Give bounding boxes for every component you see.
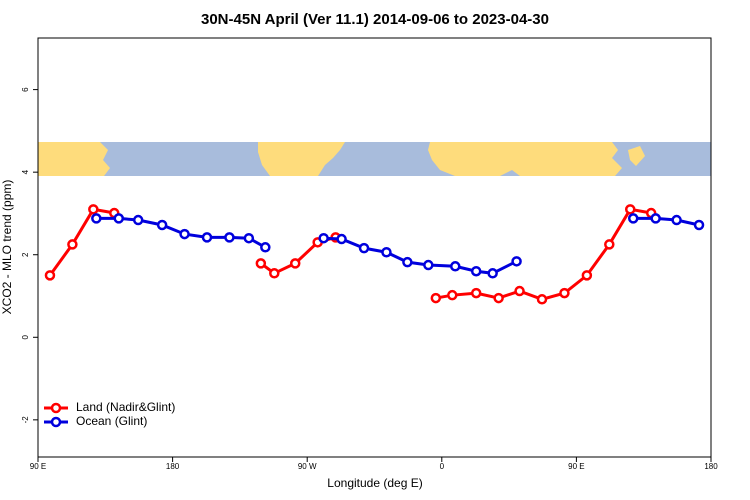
point	[487, 268, 498, 279]
point	[423, 259, 434, 271]
legend-marker	[50, 402, 62, 414]
point	[358, 242, 370, 254]
point	[624, 204, 636, 215]
legend-label: Ocean (Glint)	[76, 414, 147, 428]
point	[650, 213, 661, 224]
y-tick-label: 2	[21, 252, 30, 257]
point	[627, 213, 639, 224]
point	[470, 287, 482, 299]
point	[91, 213, 102, 224]
point	[156, 219, 168, 231]
point	[470, 265, 482, 277]
legend-marker	[50, 416, 62, 428]
point	[447, 289, 458, 301]
x-tick-label: 90 E	[30, 462, 46, 471]
point	[336, 233, 347, 245]
point	[88, 204, 99, 215]
point	[581, 270, 593, 281]
x-tick-label: 90 W	[298, 462, 317, 471]
point	[430, 292, 442, 304]
point	[201, 232, 213, 243]
plot-frame	[37, 37, 712, 458]
point	[67, 239, 78, 250]
x-axis-label: Longitude (deg E)	[327, 476, 422, 490]
point	[243, 232, 255, 244]
point	[289, 258, 301, 269]
point	[179, 228, 190, 240]
point	[450, 261, 461, 272]
point	[514, 285, 525, 297]
y-tick-label: 0	[21, 335, 30, 340]
point	[511, 256, 522, 267]
point	[255, 258, 267, 269]
chart-title: 30N-45N April (Ver 11.1) 2014-09-06 to 2…	[201, 11, 549, 28]
point	[318, 232, 329, 244]
point	[260, 242, 271, 253]
map-band	[38, 142, 711, 176]
point	[493, 292, 504, 304]
y-axis-label: XCO2 - MLO trend (ppm)	[0, 180, 14, 315]
point	[693, 219, 705, 231]
point	[381, 246, 392, 258]
point	[44, 270, 56, 281]
y-tick-label: -2	[21, 416, 30, 424]
point	[402, 256, 413, 268]
point	[604, 239, 615, 250]
x-tick-label: 90 E	[568, 462, 584, 471]
legend-label: Land (Nadir&Glint)	[76, 400, 175, 414]
y-tick-label: 6	[21, 87, 30, 92]
point	[269, 268, 280, 279]
point	[671, 214, 682, 226]
point	[113, 213, 125, 224]
point	[224, 232, 235, 243]
point	[536, 294, 548, 305]
y-tick-label: 4	[21, 169, 30, 174]
point	[559, 287, 570, 299]
x-tick-label: 180	[166, 462, 180, 471]
x-tick-label: 180	[704, 462, 718, 471]
x-tick-label: 0	[440, 462, 445, 471]
point	[132, 214, 144, 226]
